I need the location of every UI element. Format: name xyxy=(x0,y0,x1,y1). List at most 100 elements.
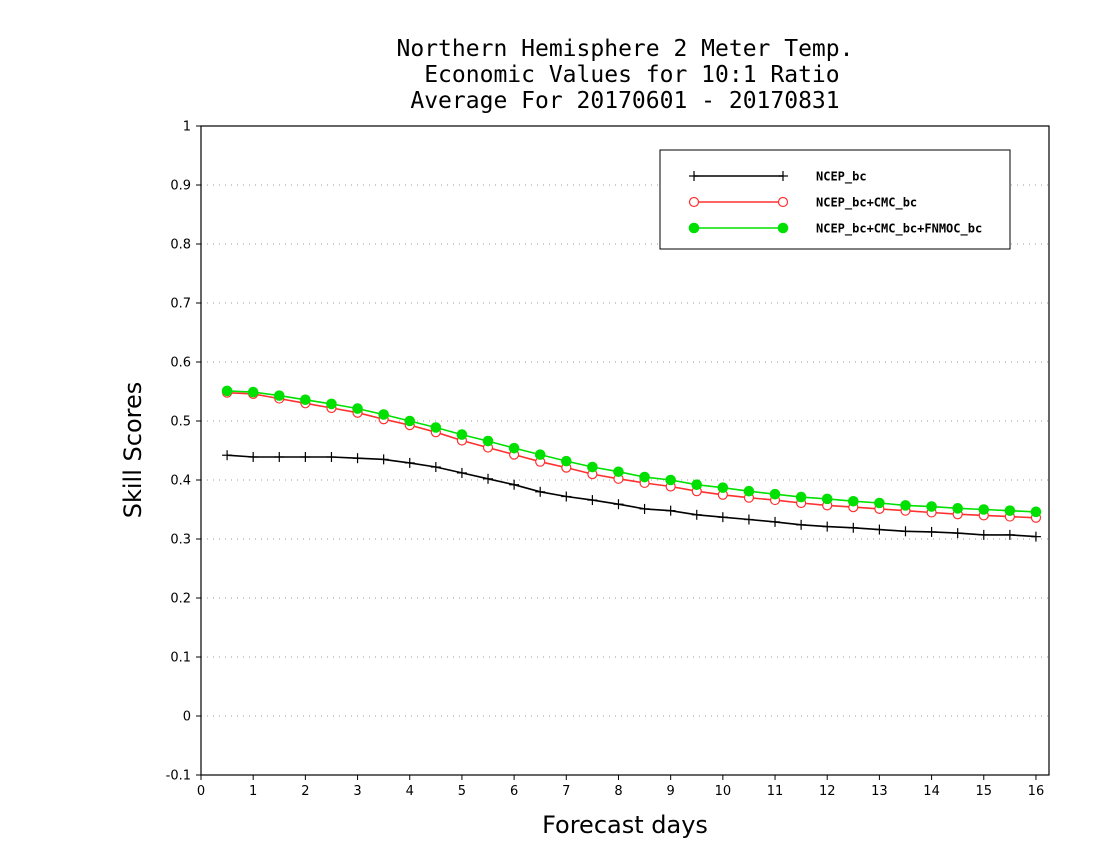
plot-frame xyxy=(200,125,1050,776)
data-point xyxy=(404,415,416,427)
data-point xyxy=(717,512,728,523)
data-point xyxy=(743,485,755,497)
data-point xyxy=(900,526,911,537)
data-point xyxy=(770,516,781,527)
x-tick-label: 2 xyxy=(301,784,309,799)
series-1 xyxy=(222,450,1041,542)
data-point xyxy=(1004,505,1016,516)
data-point xyxy=(300,394,311,406)
data-point xyxy=(926,526,937,537)
x-tick-label: 10 xyxy=(715,784,732,799)
x-axis-title: Forecast days xyxy=(542,811,708,839)
data-point xyxy=(639,471,650,483)
data-point xyxy=(352,453,363,464)
data-point xyxy=(248,451,259,462)
x-tick-label: 9 xyxy=(667,784,675,799)
series-3 xyxy=(221,385,1042,518)
data-point xyxy=(587,461,598,473)
chart-title-line-3: Average For 20170601 - 20170831 xyxy=(410,88,840,114)
data-point xyxy=(404,457,415,468)
data-point xyxy=(535,486,546,497)
series-line xyxy=(227,390,1037,513)
data-point xyxy=(326,398,337,410)
y-tick-label: 0.5 xyxy=(170,415,191,430)
y-tick-label: 0.7 xyxy=(170,297,191,312)
data-point xyxy=(821,493,833,505)
data-point xyxy=(1030,506,1042,518)
data-point xyxy=(665,505,676,516)
data-point xyxy=(848,495,859,507)
data-point xyxy=(926,501,937,512)
x-tick-label: 7 xyxy=(562,784,570,799)
data-point xyxy=(639,503,650,514)
y-tick-label: 0 xyxy=(183,710,191,725)
y-axis-title: Skill Scores xyxy=(119,382,147,519)
legend-item: NCEP_bc+CMC_bc+FNMOC_bc xyxy=(688,222,982,237)
data-point xyxy=(326,451,337,462)
data-point xyxy=(221,385,233,397)
data-point xyxy=(952,528,963,539)
data-point xyxy=(688,222,700,234)
axis-ticks: -0.100.10.20.30.40.50.60.70.80.910 1 2 3 4 5 6… xyxy=(166,120,1045,800)
y-tick-label: 0.3 xyxy=(170,533,191,548)
x-tick-label: 15 xyxy=(975,784,992,799)
data-point xyxy=(777,196,789,208)
legend: NCEP_bc NCEP_bc+CMC_bc NCEP_bc+CMC_bc+FNMO… xyxy=(659,149,1011,250)
legend-label: NCEP_bc+CMC_bc+FNMOC_bc xyxy=(816,222,982,237)
data-point xyxy=(247,386,259,398)
data-point xyxy=(222,450,233,461)
data-point xyxy=(560,455,572,467)
series-group xyxy=(221,385,1042,542)
data-point xyxy=(743,514,754,525)
y-tick-label: 0.2 xyxy=(170,592,191,607)
x-tick-label: 16 xyxy=(1028,784,1045,799)
x-tick-label: 8 xyxy=(614,784,622,799)
data-point xyxy=(300,451,311,462)
data-point xyxy=(978,504,990,515)
data-point xyxy=(534,449,546,460)
data-point xyxy=(665,474,676,486)
y-tick-label: 0.8 xyxy=(170,238,191,253)
data-point xyxy=(274,451,285,462)
data-point xyxy=(456,467,467,478)
data-point xyxy=(769,488,781,500)
legend-label: NCEP_bc+CMC_bc xyxy=(816,196,917,211)
y-tick-label: 0.4 xyxy=(170,474,191,489)
data-point xyxy=(689,171,699,181)
series-2 xyxy=(221,387,1042,523)
x-tick-label: 4 xyxy=(406,784,414,799)
data-point xyxy=(952,503,963,514)
data-point xyxy=(613,499,624,510)
data-point xyxy=(777,222,789,234)
data-point xyxy=(509,479,520,490)
x-tick-label: 0 xyxy=(197,784,205,799)
x-tick-label: 5 xyxy=(458,784,466,799)
data-point xyxy=(561,491,572,502)
data-point xyxy=(508,442,520,454)
y-tick-label: 0.9 xyxy=(170,179,191,194)
data-point xyxy=(691,509,702,520)
data-point xyxy=(874,524,885,535)
data-point xyxy=(482,435,494,447)
x-tick-label: 13 xyxy=(871,784,888,799)
legend-item: NCEP_bc xyxy=(689,170,867,185)
data-point xyxy=(717,482,729,493)
x-tick-label: 14 xyxy=(923,784,940,799)
data-point xyxy=(978,529,989,540)
data-point xyxy=(795,491,807,503)
data-point xyxy=(874,497,885,509)
data-point xyxy=(900,500,911,511)
x-tick-label: 12 xyxy=(819,784,836,799)
data-point xyxy=(778,171,788,181)
data-point xyxy=(430,462,441,473)
y-tick-label: -0.1 xyxy=(166,769,191,784)
x-tick-label: 1 xyxy=(249,784,257,799)
data-point xyxy=(613,466,624,478)
chart-title-line-2: Economic Values for 10:1 Ratio xyxy=(410,62,840,88)
data-point xyxy=(822,521,833,532)
data-point xyxy=(796,519,807,530)
series-line xyxy=(227,391,1037,519)
legend-item: NCEP_bc+CMC_bc xyxy=(688,196,917,211)
legend-label: NCEP_bc xyxy=(816,170,867,185)
